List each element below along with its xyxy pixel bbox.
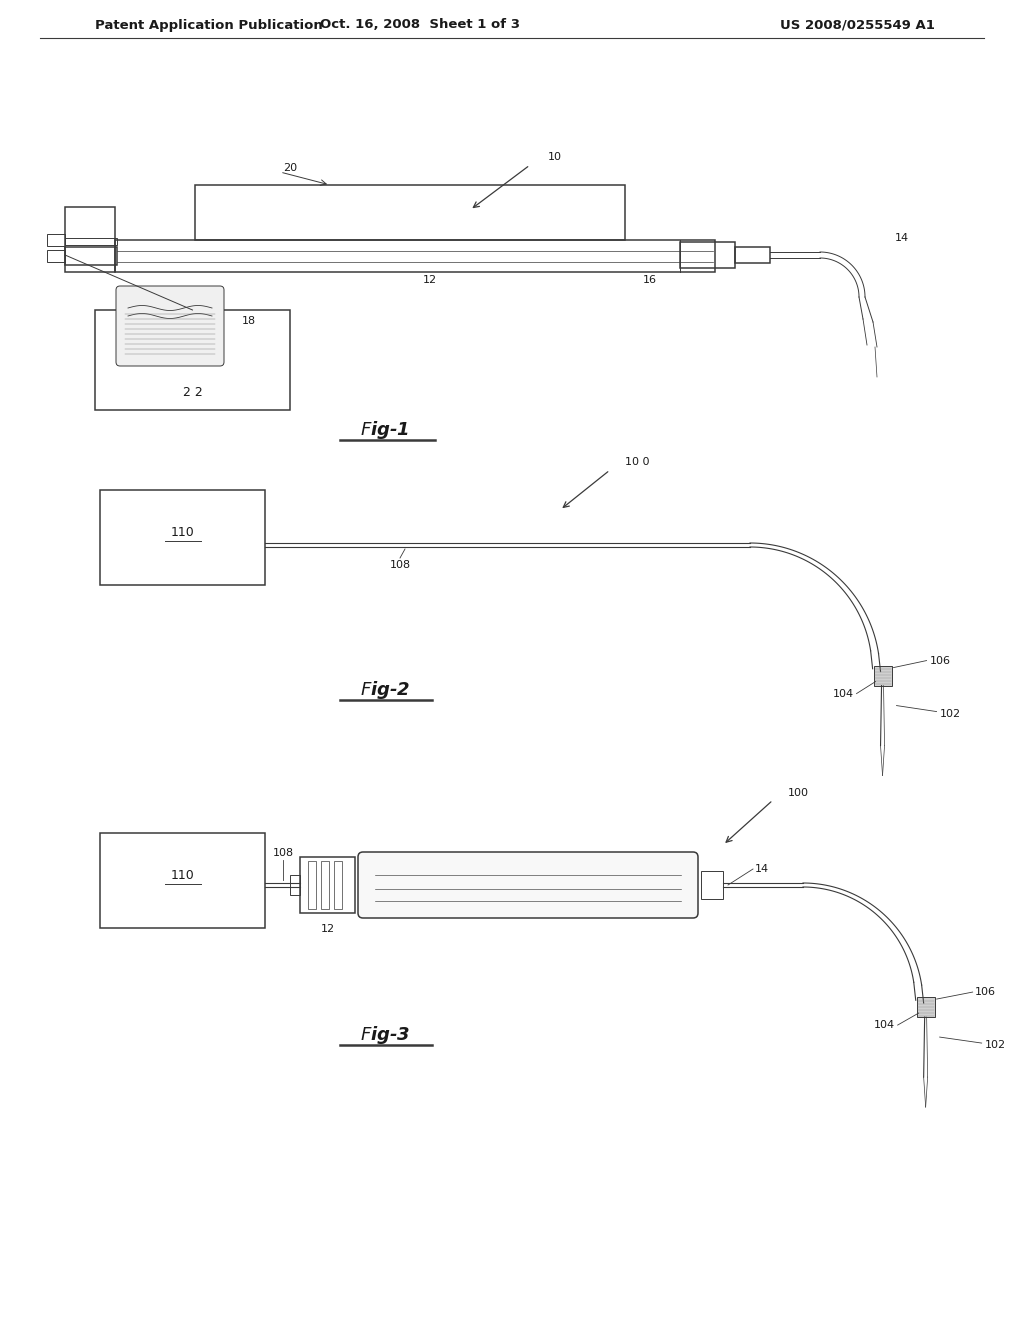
Text: $\mathit{F}$ig-2: $\mathit{F}$ig-2 [359,678,411,701]
Text: 102: 102 [940,709,961,718]
Bar [100,833,265,928]
Bar [701,871,723,899]
Bar [735,247,770,263]
Text: 10: 10 [548,152,562,162]
Bar [916,997,935,1018]
FancyBboxPatch shape [358,851,698,917]
Bar [100,490,265,585]
Text: 10 0: 10 0 [625,457,649,467]
Bar [47,249,65,261]
Text: Oct. 16, 2008  Sheet 1 of 3: Oct. 16, 2008 Sheet 1 of 3 [319,18,520,32]
Text: 18: 18 [242,315,256,326]
Text: 110: 110 [171,869,195,882]
Bar [300,857,355,913]
Text: 12: 12 [321,924,335,935]
Bar [873,665,892,685]
Text: 102: 102 [985,1040,1006,1051]
Bar [65,247,117,265]
Text: 106: 106 [975,987,995,997]
Text: 104: 104 [833,689,854,698]
Text: 16: 16 [643,275,657,285]
Bar [65,207,115,272]
Bar [321,861,329,909]
Text: 104: 104 [873,1020,895,1030]
Text: 20: 20 [283,162,297,173]
Text: 100: 100 [788,788,809,799]
Text: $\mathit{F}$ig-1: $\mathit{F}$ig-1 [360,418,410,441]
Text: 110: 110 [171,525,195,539]
Text: 14: 14 [895,234,909,243]
Text: Patent Application Publication: Patent Application Publication [95,18,323,32]
Bar [115,240,715,272]
Text: 12: 12 [423,275,437,285]
Bar [308,861,316,909]
Bar [195,185,625,240]
Text: 108: 108 [389,560,411,570]
Bar [47,234,65,246]
Text: 2 2: 2 2 [182,385,203,399]
Text: 14: 14 [755,865,769,874]
FancyBboxPatch shape [116,286,224,366]
Bar [65,238,117,246]
Bar [334,861,342,909]
Text: $\mathit{F}$ig-3: $\mathit{F}$ig-3 [359,1024,411,1045]
Bar [95,310,290,411]
Text: 108: 108 [272,847,294,858]
Text: US 2008/0255549 A1: US 2008/0255549 A1 [780,18,935,32]
Text: 106: 106 [930,656,950,665]
Bar [680,242,735,268]
Bar [290,875,300,895]
